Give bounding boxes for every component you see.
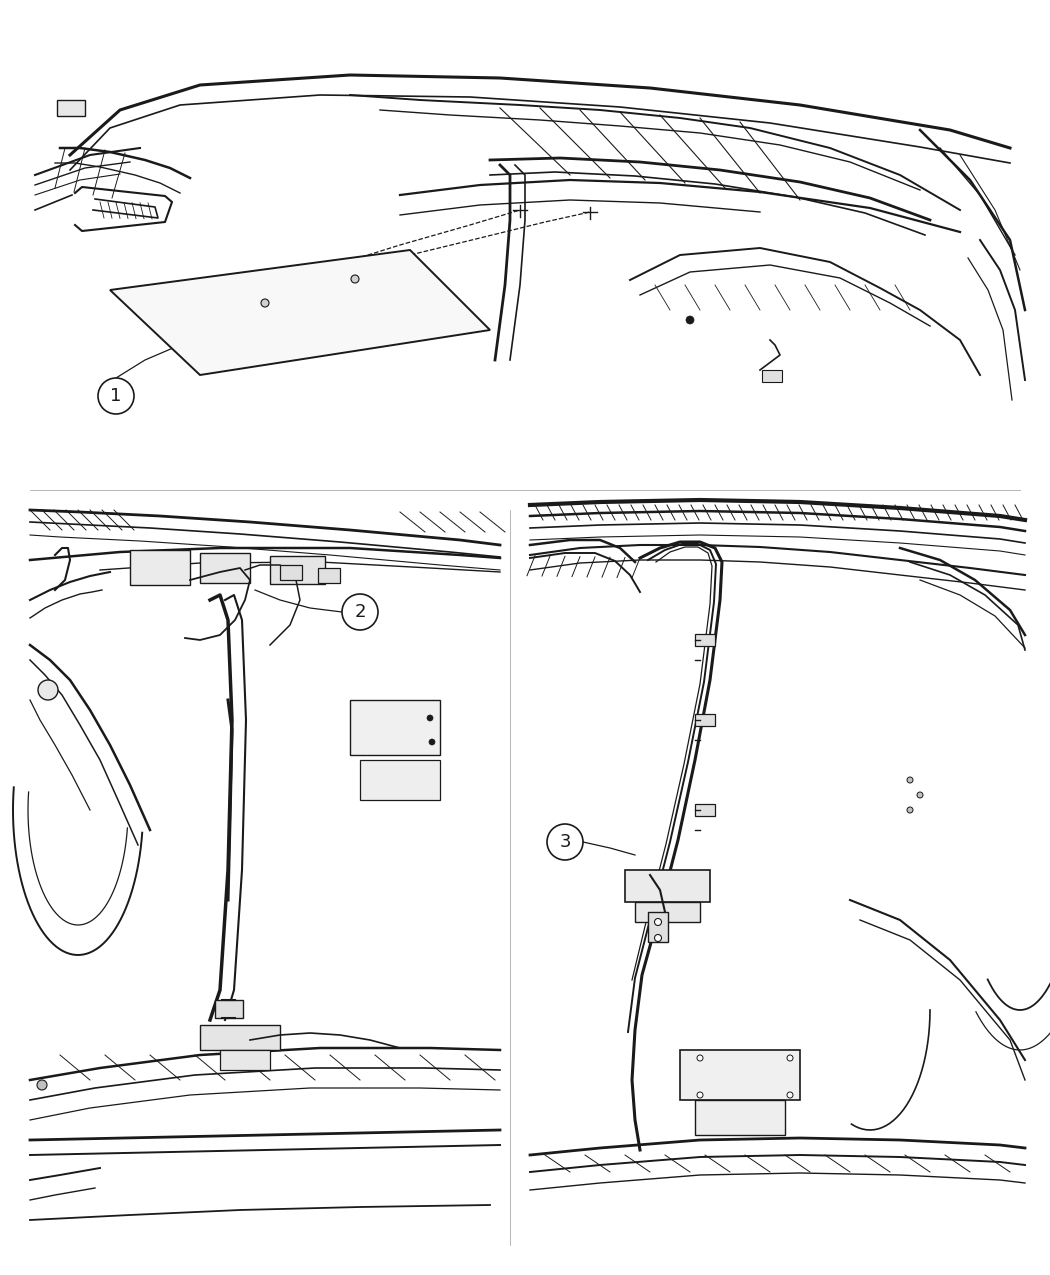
Bar: [695, 805, 715, 816]
Bar: [270, 556, 326, 584]
Bar: [762, 370, 782, 382]
Bar: [200, 1025, 280, 1051]
Circle shape: [907, 807, 914, 813]
Bar: [625, 870, 710, 901]
Bar: [695, 634, 715, 646]
Circle shape: [654, 935, 662, 941]
Circle shape: [654, 918, 662, 926]
Text: 2: 2: [354, 603, 365, 621]
Circle shape: [98, 377, 134, 414]
Bar: [57, 99, 85, 116]
Bar: [200, 553, 250, 583]
Bar: [350, 700, 440, 755]
Circle shape: [547, 824, 583, 861]
Circle shape: [788, 1054, 793, 1061]
Circle shape: [261, 300, 269, 307]
Bar: [215, 1000, 243, 1017]
Circle shape: [686, 316, 694, 324]
Bar: [318, 567, 340, 583]
Bar: [648, 912, 668, 942]
Circle shape: [38, 680, 58, 700]
Bar: [280, 565, 302, 580]
Circle shape: [697, 1054, 704, 1061]
Circle shape: [907, 776, 914, 783]
Circle shape: [917, 792, 923, 798]
Bar: [635, 901, 700, 922]
Bar: [220, 1051, 270, 1070]
Circle shape: [697, 1091, 704, 1098]
Circle shape: [427, 715, 433, 720]
Bar: [695, 714, 715, 725]
Circle shape: [429, 740, 435, 745]
Bar: [680, 1051, 800, 1100]
Circle shape: [37, 1080, 47, 1090]
Text: 3: 3: [560, 833, 571, 850]
Text: 1: 1: [110, 388, 122, 405]
Bar: [360, 760, 440, 799]
Circle shape: [351, 275, 359, 283]
Circle shape: [788, 1091, 793, 1098]
Bar: [695, 1100, 785, 1135]
Circle shape: [342, 594, 378, 630]
Bar: [130, 550, 190, 585]
Polygon shape: [110, 250, 490, 375]
